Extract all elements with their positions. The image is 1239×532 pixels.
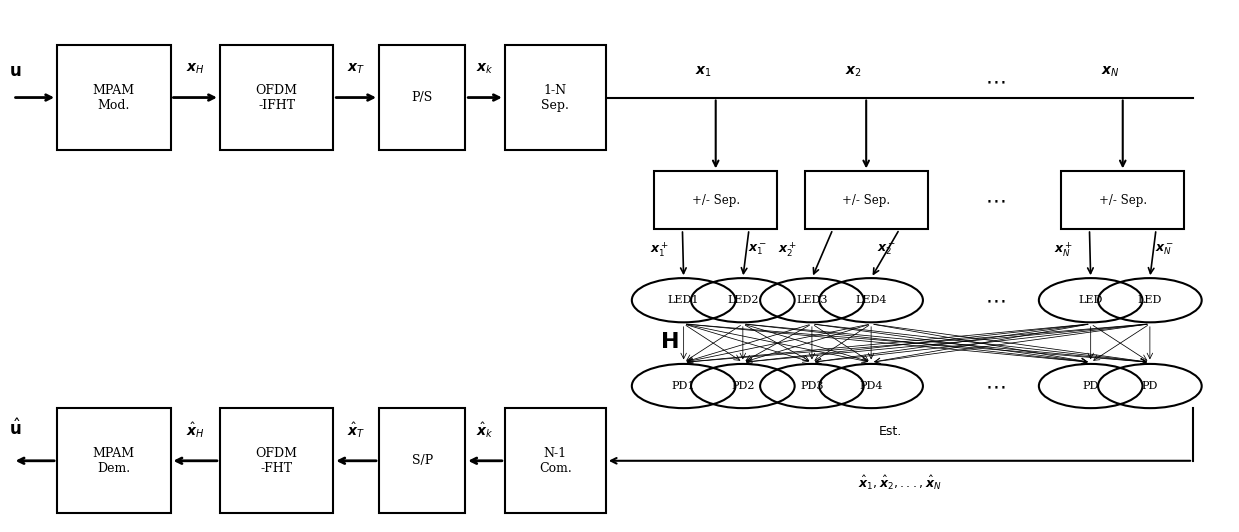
Text: $\cdots$: $\cdots$ [985,290,1006,310]
Text: $\mathbfit{x}_H$: $\mathbfit{x}_H$ [186,61,204,76]
Bar [504,45,606,150]
Text: S/P: S/P [411,454,432,467]
Text: P/S: P/S [411,91,432,104]
Text: $\bf{u}$: $\bf{u}$ [9,62,21,80]
Bar [654,171,777,229]
Text: +/- Sep.: +/- Sep. [843,194,891,207]
Bar [1061,171,1184,229]
Text: $\hat{\mathbfit{x}}_1, \hat{\mathbfit{x}}_2, ..., \hat{\mathbfit{x}}_N$: $\hat{\mathbfit{x}}_1, \hat{\mathbfit{x}… [857,474,942,492]
Bar [379,408,466,513]
Bar [219,408,333,513]
Text: $\hat{\mathbfit{x}}_T$: $\hat{\mathbfit{x}}_T$ [347,420,366,440]
Text: +/- Sep.: +/- Sep. [1099,194,1147,207]
Text: $\mathbfit{x}_2$: $\mathbfit{x}_2$ [845,65,862,79]
Bar [219,45,333,150]
Text: LED1: LED1 [668,295,699,305]
Text: $\hat{\mathbfit{x}}_H$: $\hat{\mathbfit{x}}_H$ [186,420,204,440]
Text: LED4: LED4 [855,295,887,305]
Text: PD4: PD4 [860,381,883,391]
Text: MPAM
Dem.: MPAM Dem. [93,447,135,475]
Text: PD: PD [1141,381,1158,391]
Text: $\mathbfit{x}_k$: $\mathbfit{x}_k$ [476,61,494,76]
Text: PD: PD [1083,381,1099,391]
Text: $\hat{\mathbf{u}}$: $\hat{\mathbf{u}}$ [9,419,21,439]
Text: $\hat{\mathbfit{x}}_k$: $\hat{\mathbfit{x}}_k$ [476,420,494,440]
Text: 1-N
Sep.: 1-N Sep. [541,84,569,112]
Text: $\mathbf{H}$: $\mathbf{H}$ [659,332,678,352]
Text: $\mathbfit{x}_N^+$: $\mathbfit{x}_N^+$ [1054,240,1073,259]
Text: $\mathbfit{x}_1^-$: $\mathbfit{x}_1^-$ [748,241,767,257]
Text: MPAM
Mod.: MPAM Mod. [93,84,135,112]
Text: LED3: LED3 [797,295,828,305]
Text: N-1
Com.: N-1 Com. [539,447,571,475]
Text: PD1: PD1 [672,381,695,391]
Text: $\mathbfit{x}_T$: $\mathbfit{x}_T$ [347,61,366,76]
Text: $\mathbfit{x}_1^+$: $\mathbfit{x}_1^+$ [649,240,668,259]
Bar [57,408,171,513]
Text: OFDM
-IFHT: OFDM -IFHT [255,84,297,112]
Text: LED2: LED2 [727,295,758,305]
Bar [379,45,466,150]
Text: OFDM
-FHT: OFDM -FHT [255,447,297,475]
Text: PD3: PD3 [800,381,824,391]
Text: Est.: Est. [880,425,902,438]
Text: PD2: PD2 [731,381,755,391]
Text: $\mathbfit{x}_N$: $\mathbfit{x}_N$ [1101,65,1120,79]
Text: $\cdots$: $\cdots$ [985,376,1006,396]
Text: $\mathbfit{x}_2^+$: $\mathbfit{x}_2^+$ [778,240,797,259]
Text: $\cdots$: $\cdots$ [985,72,1006,92]
Text: $\cdots$: $\cdots$ [985,190,1006,210]
Bar [57,45,171,150]
Text: $\mathbfit{x}_1$: $\mathbfit{x}_1$ [695,65,712,79]
Bar [804,171,928,229]
Text: LED: LED [1078,295,1103,305]
Text: +/- Sep.: +/- Sep. [691,194,740,207]
Text: $\mathbfit{x}_2^-$: $\mathbfit{x}_2^-$ [876,241,896,257]
Text: $\mathbfit{x}_N^-$: $\mathbfit{x}_N^-$ [1155,241,1175,257]
Bar [504,408,606,513]
Text: LED: LED [1137,295,1162,305]
